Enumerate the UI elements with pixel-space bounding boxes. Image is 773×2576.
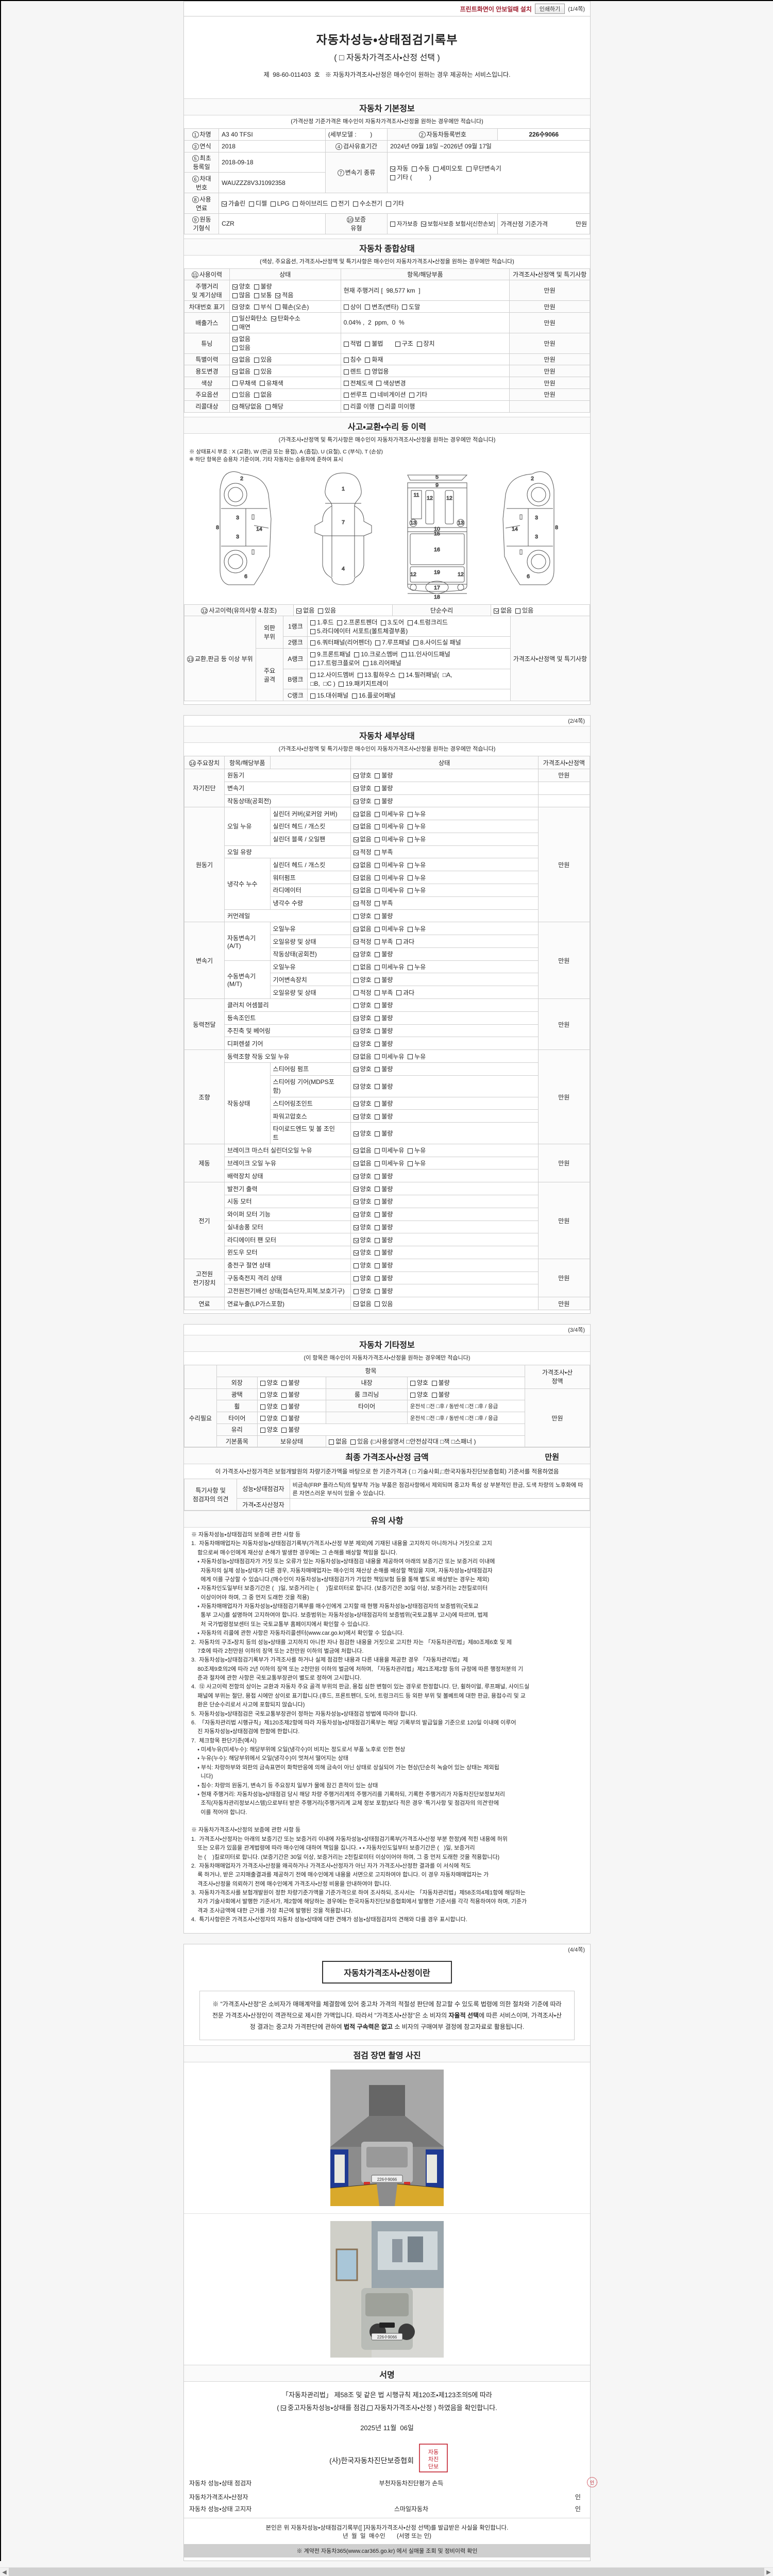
svg-text:6: 6 — [527, 573, 530, 580]
svg-text:226수9066: 226수9066 — [377, 2177, 397, 2182]
svg-text:13: 13 — [458, 520, 464, 526]
svg-text:자동: 자동 — [428, 2449, 439, 2455]
svg-text:12: 12 — [410, 571, 416, 578]
svg-text:6: 6 — [244, 573, 247, 580]
svg-text:12: 12 — [458, 571, 464, 578]
svg-text:3: 3 — [236, 515, 239, 521]
svg-text:차진: 차진 — [428, 2456, 439, 2463]
svg-text:17: 17 — [434, 585, 440, 591]
svg-text:13: 13 — [410, 520, 416, 526]
svg-text:11: 11 — [414, 492, 419, 498]
svg-text:14: 14 — [512, 526, 518, 532]
svg-text:단보: 단보 — [428, 2463, 439, 2470]
svg-text:18: 18 — [434, 594, 440, 600]
svg-text:4: 4 — [342, 566, 345, 572]
svg-text:8: 8 — [555, 524, 558, 531]
svg-text:3: 3 — [236, 534, 239, 540]
svg-text:2: 2 — [531, 476, 534, 482]
svg-text:8: 8 — [216, 524, 219, 531]
svg-text:226수9066: 226수9066 — [377, 2335, 397, 2340]
svg-text:15: 15 — [434, 531, 440, 537]
svg-text:3: 3 — [535, 534, 538, 540]
svg-text:9: 9 — [435, 482, 439, 488]
svg-text:3: 3 — [535, 515, 538, 521]
svg-text:인: 인 — [590, 2480, 594, 2485]
svg-text:12: 12 — [427, 495, 433, 501]
svg-text:5: 5 — [435, 474, 439, 480]
svg-text:19: 19 — [434, 569, 440, 575]
svg-text:14: 14 — [256, 526, 262, 532]
svg-text:12: 12 — [446, 495, 452, 501]
svg-text:1: 1 — [342, 486, 345, 492]
svg-text:16: 16 — [434, 547, 440, 553]
svg-text:7: 7 — [342, 519, 345, 526]
svg-text:2: 2 — [240, 476, 243, 482]
